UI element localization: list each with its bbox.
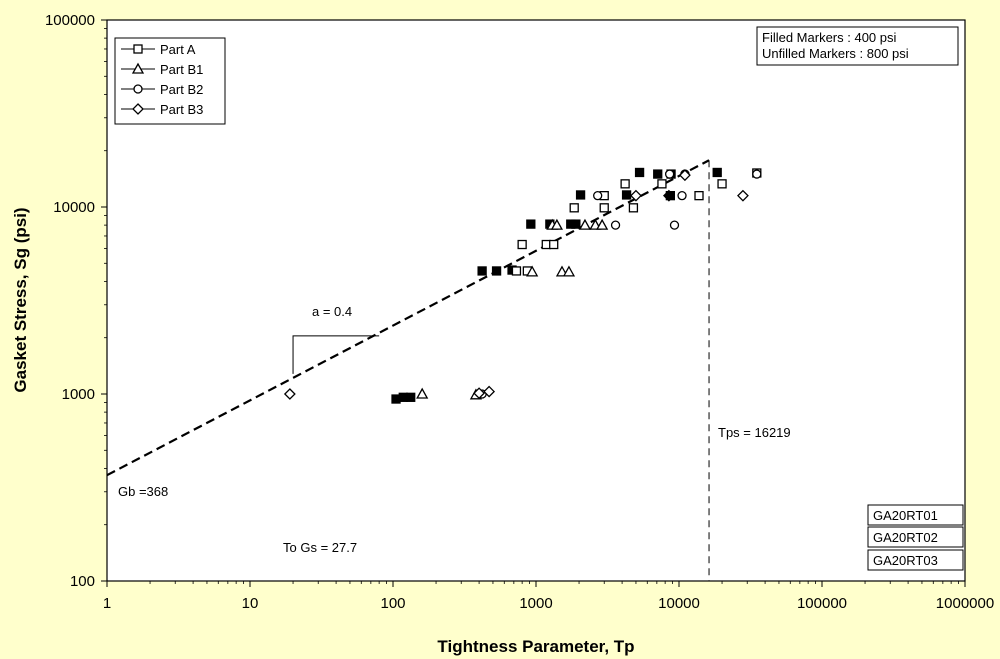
axis-ticks: 1 10 100 1000 10000 100000 1000000 100 1000 10000…	[45, 12, 994, 612]
data-point	[669, 220, 680, 230]
fit-line	[106, 159, 710, 477]
legend-label: Part B1	[160, 62, 203, 77]
series-part-a	[391, 167, 762, 404]
series-group	[283, 167, 762, 404]
data-point	[491, 266, 502, 276]
data-point	[596, 218, 609, 230]
series-part-b1	[416, 218, 609, 400]
legend-label: Part A	[160, 42, 196, 57]
x-tick-label: 10000	[658, 595, 700, 612]
data-point	[569, 203, 579, 213]
marker-note-filled: Filled Markers : 400 psi	[762, 30, 896, 45]
data-point	[630, 189, 642, 202]
x-tick-label: 100	[380, 595, 405, 612]
data-point	[678, 169, 691, 182]
data-point	[662, 189, 675, 202]
data-point	[593, 190, 603, 201]
slope-bracket	[292, 335, 380, 374]
data-point	[694, 190, 704, 201]
data-point	[132, 103, 144, 115]
data-point	[562, 265, 576, 277]
data-point	[571, 219, 581, 229]
data-point	[717, 179, 727, 189]
x-axis-title: Tightness Parameter, Tp	[437, 637, 634, 656]
legend-label: Part B3	[160, 102, 203, 117]
data-point	[477, 266, 487, 276]
data-point	[575, 190, 586, 200]
data-point	[133, 44, 143, 54]
data-point	[133, 84, 143, 94]
data-point	[677, 190, 687, 201]
y-tick-label: 100000	[45, 12, 95, 29]
test-id-1: GA20RT01	[873, 508, 938, 523]
series-part-b3	[283, 169, 749, 400]
data-point	[511, 266, 522, 276]
data-point	[610, 220, 621, 230]
x-tick-label: 100000	[797, 595, 847, 612]
data-point	[416, 387, 429, 399]
data-point	[526, 219, 536, 229]
x-tick-label: 1	[103, 595, 111, 612]
data-point	[621, 190, 632, 200]
data-point	[664, 169, 675, 179]
data-point	[549, 239, 559, 250]
y-axis-title: Gasket Stress, Sg (psi)	[11, 207, 30, 392]
gs-label: To Gs = 27.7	[283, 540, 357, 555]
fit-line-group	[106, 159, 710, 581]
data-point	[634, 167, 645, 178]
data-point	[283, 388, 296, 400]
data-point	[752, 169, 762, 179]
data-point	[653, 169, 663, 179]
data-point	[406, 392, 416, 402]
y-tick-label: 10000	[53, 199, 95, 216]
data-point	[526, 265, 539, 277]
data-point	[620, 179, 630, 189]
data-point	[712, 167, 722, 178]
y-tick-label: 1000	[62, 386, 95, 403]
tps-label: Tps = 16219	[718, 425, 791, 440]
x-tick-label: 1000	[519, 595, 552, 612]
x-tick-label: 1000000	[936, 595, 994, 612]
data-point	[628, 203, 639, 213]
marker-note-unfilled: Unfilled Markers : 800 psi	[762, 46, 909, 61]
test-id-2: GA20RT02	[873, 530, 938, 545]
data-point	[657, 179, 667, 189]
legend-label: Part B2	[160, 82, 203, 97]
data-point	[578, 218, 592, 230]
x-tick-label: 10	[242, 595, 259, 612]
plot-area	[106, 19, 966, 582]
gb-label: Gb =368	[118, 484, 168, 499]
data-point	[550, 218, 564, 230]
data-point	[483, 385, 496, 398]
y-tick-label: 100	[70, 573, 95, 590]
data-point	[737, 189, 749, 202]
test-id-3: GA20RT03	[873, 553, 938, 568]
marker-note: Filled Markers : 400 psi Unfilled Marker…	[756, 26, 959, 66]
legend: Part A Part B1 Part B2 Part B3	[114, 37, 226, 125]
data-point	[599, 203, 609, 213]
test-id-boxes: GA20RT01 GA20RT02 GA20RT03	[867, 504, 964, 571]
data-point	[131, 62, 145, 74]
data-point	[517, 239, 527, 250]
slope-label: a = 0.4	[312, 304, 352, 319]
data-point	[473, 387, 486, 400]
